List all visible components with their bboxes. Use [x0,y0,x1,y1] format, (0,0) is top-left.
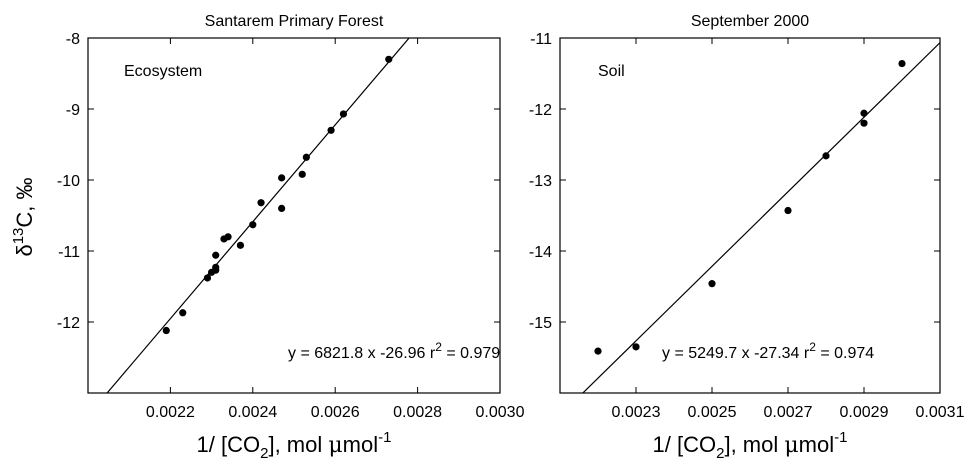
data-point [339,110,348,118]
y-tick-label: -12 [529,102,552,119]
data-point [236,241,245,249]
panel-label: Soil [598,63,625,80]
data-point [278,204,286,212]
x-label-sub: 2 [260,445,268,462]
y-label-delta: δ [12,244,37,256]
x-label-mid: ], mol [268,432,328,457]
x-tick-label: 0.0025 [688,404,737,421]
fit-line [106,38,410,393]
panel-2: September 2000 0.0023 0.0025 0.0027 0.0029 0.… [529,13,965,462]
x-tick-label: 0.0029 [840,404,889,421]
x-label-mu: μ [784,433,798,458]
data-point [162,326,170,335]
data-point [632,343,640,351]
x-tick-label: 0.0026 [311,404,360,421]
x-tick-label: 0.0028 [393,404,442,421]
data-point [212,251,220,259]
regression-equation: y = 6821.8 x -26.96 r2 = 0.979 [288,340,500,362]
x-tick-label: 0.0024 [228,404,277,421]
plot-frame [87,37,501,394]
y-tick-label: -9 [66,102,80,119]
r2-value: = 0.979 [442,345,500,362]
fit-line [581,42,940,393]
data-point [822,152,830,160]
data-point [179,309,187,317]
y-tick-label: -12 [57,315,80,332]
y-tick-label: -15 [529,315,552,332]
r2-value: = 0.974 [816,345,874,362]
y-label-sup: 13 [10,228,27,245]
regression-equation: y = 5249.7 x -27.34 r2 = 0.974 [662,340,874,362]
x-label-sub: 2 [716,445,724,462]
y-tick-label: -14 [529,244,552,261]
data-point [203,274,212,282]
x-tick-label: 0.0031 [916,404,965,421]
plot-frame [559,37,941,394]
data-point [278,174,286,182]
x-label-post: mol [343,432,378,457]
x-tick-label: 0.0030 [476,404,525,421]
equation-text: y = 6821.8 x -26.96 [288,345,430,362]
r2-sup: 2 [435,340,442,354]
x-tick-label: 0.0022 [146,404,195,421]
x-label-pre: 1/ [CO [653,432,717,457]
r2-label: r [430,345,436,362]
x-label-mid: ], mol [724,432,784,457]
x-label-sup: -1 [834,429,847,446]
data-point [298,170,306,178]
chart-title: September 2000 [691,13,809,30]
data-point [302,153,310,161]
data-point [257,199,265,207]
x-tick-label: 0.0023 [612,404,661,421]
data-point [860,109,868,117]
data-point [224,233,232,241]
y-tick-label: -11 [530,31,552,48]
data-point [327,126,335,134]
data-point [898,59,906,68]
y-tick-label: -11 [58,244,80,261]
panel-label: Ecosystem [124,63,202,80]
y-tick-label: -13 [529,173,552,190]
x-axis-label: 1/ [CO2], mol μmol-1 [653,429,848,462]
x-axis-label: 1/ [CO2], mol μmol-1 [197,429,392,462]
y-tick-label: -10 [57,173,80,190]
data-point [708,280,716,288]
r2-label: r [804,345,810,362]
data-point [212,263,220,271]
y-label-rest: C, ‰ [12,177,37,227]
data-point [860,119,868,127]
data-point [784,206,792,215]
chart-title: Santarem Primary Forest [205,13,384,30]
panel-1: Santarem Primary Forest 0.0022 0.0024 0.002… [57,13,525,462]
x-tick-label: 0.0027 [764,404,813,421]
y-tick-label: -8 [66,31,80,48]
data-point [249,221,257,229]
equation-text: y = 5249.7 x -27.34 [662,345,804,362]
r2-sup: 2 [809,340,816,354]
y-axis-label: δ13C, ‰ [10,177,37,256]
x-label-post: mol [799,432,834,457]
x-label-sup: -1 [378,429,391,446]
data-point [594,347,602,355]
x-label-pre: 1/ [CO [197,432,261,457]
data-point [385,55,393,63]
x-label-mu: μ [328,433,342,458]
